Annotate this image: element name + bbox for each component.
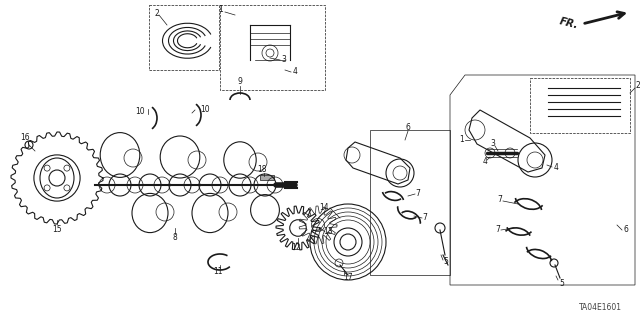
Text: 12: 12	[291, 243, 301, 253]
Text: 1: 1	[219, 5, 223, 14]
Text: 11: 11	[213, 268, 223, 277]
Text: 4: 4	[483, 158, 488, 167]
Text: 7: 7	[415, 189, 420, 197]
Text: 18: 18	[257, 166, 267, 174]
Text: TA04E1601: TA04E1601	[579, 302, 621, 311]
Text: 14: 14	[319, 203, 329, 211]
Text: 1: 1	[460, 136, 465, 145]
Text: 3: 3	[491, 138, 495, 147]
Text: 5: 5	[559, 278, 564, 287]
Text: 2: 2	[636, 81, 640, 91]
Bar	[220, 5, 325, 90]
Text: 5: 5	[444, 257, 449, 266]
Text: 10: 10	[135, 107, 145, 115]
Text: 6: 6	[406, 123, 410, 132]
Text: 7: 7	[495, 226, 500, 234]
Bar	[370, 130, 450, 275]
Text: 9: 9	[237, 78, 243, 86]
FancyBboxPatch shape	[260, 175, 274, 180]
Text: 7: 7	[497, 196, 502, 204]
Text: 2: 2	[155, 9, 159, 18]
Bar	[530, 78, 630, 133]
Text: 13: 13	[323, 227, 333, 236]
Text: 10: 10	[200, 105, 210, 114]
Text: 3: 3	[282, 56, 287, 64]
Text: 16: 16	[20, 133, 30, 143]
Text: 4: 4	[292, 68, 298, 77]
Text: 7: 7	[422, 212, 428, 221]
Text: 17: 17	[343, 273, 353, 283]
Text: 4: 4	[554, 162, 559, 172]
Text: 6: 6	[623, 226, 628, 234]
Bar	[149, 5, 219, 70]
Text: 15: 15	[52, 226, 62, 234]
Text: FR.: FR.	[559, 16, 580, 30]
Text: 8: 8	[173, 234, 177, 242]
